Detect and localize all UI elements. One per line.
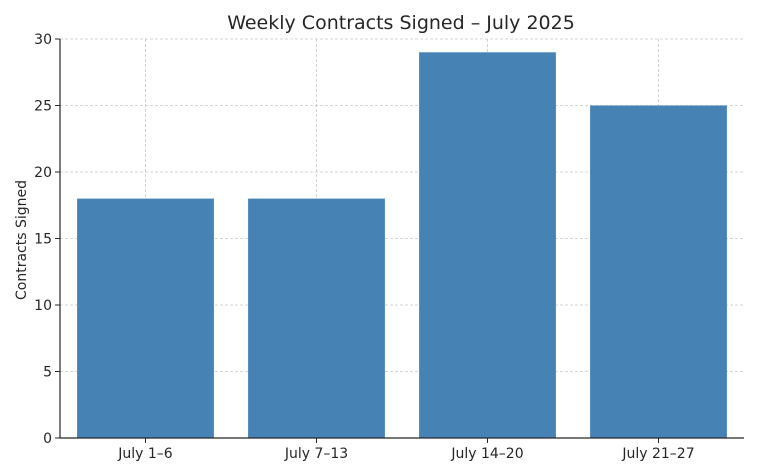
y-tick-label: 30 — [34, 32, 52, 48]
y-tick-label: 0 — [43, 431, 52, 447]
x-tick-label: July 7–13 — [284, 446, 348, 462]
chart-title: Weekly Contracts Signed – July 2025 — [227, 12, 575, 34]
y-tick-label: 5 — [43, 365, 52, 381]
axes: 0 5 10 15 20 25 30 July 1–6 July 7–13 July 14–20 J… — [34, 32, 744, 462]
x-tick-label: July 21–27 — [621, 446, 694, 462]
y-tick-label: 15 — [34, 232, 52, 248]
y-tick-label: 20 — [34, 165, 52, 181]
bar-3 — [419, 52, 556, 439]
x-tick-label: July 1–6 — [117, 446, 173, 462]
bar-2 — [248, 198, 385, 438]
bars — [77, 52, 727, 439]
y-axis-label: Contracts Signed — [14, 180, 30, 300]
y-tick-label: 25 — [34, 99, 52, 115]
y-tick-label: 10 — [34, 298, 52, 314]
bar-4 — [590, 105, 727, 438]
x-tick-label: July 14–20 — [450, 446, 523, 462]
bar-1 — [77, 198, 214, 438]
